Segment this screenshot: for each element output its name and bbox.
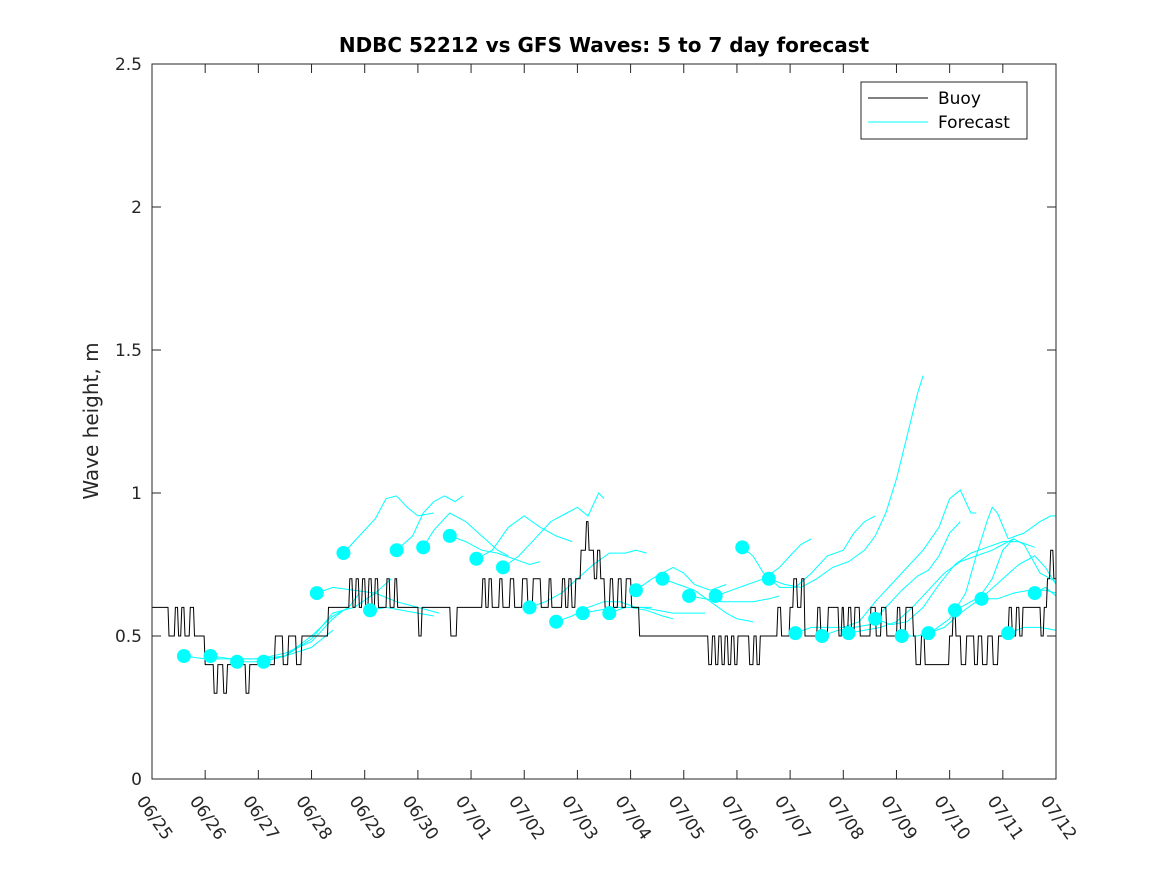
forecast-marker <box>974 591 989 606</box>
forecast-marker <box>628 583 643 598</box>
forecast-line <box>768 375 924 588</box>
y-tick-label: 0 <box>131 770 142 790</box>
forecast-marker <box>336 546 351 561</box>
forecast-marker <box>735 540 750 555</box>
forecast-line <box>875 541 1035 626</box>
legend-buoy-label: Buoy <box>938 89 981 109</box>
legend-box <box>860 81 1028 140</box>
forecast-line <box>954 555 1057 611</box>
plot-background <box>152 64 1056 779</box>
marker-layer <box>176 528 1042 669</box>
legend-forecast-label: Forecast <box>938 113 1010 133</box>
forecast-line <box>689 595 780 603</box>
forecast-marker <box>309 586 324 601</box>
y-axis: 0 0.5 1 1.5 2 2.5 <box>115 55 1056 790</box>
forecast-line <box>662 578 753 623</box>
forecast-marker <box>442 528 457 543</box>
forecast-marker <box>469 551 484 566</box>
forecast-line <box>901 506 1056 637</box>
forecast-line <box>343 495 434 554</box>
forecast-marker <box>788 626 803 641</box>
forecast-marker <box>947 603 962 618</box>
y-tick-label: 1.5 <box>115 341 142 361</box>
plot-area <box>152 64 1056 779</box>
forecast-marker <box>894 629 909 643</box>
forecast-marker <box>815 629 830 643</box>
forecast-line <box>635 566 727 591</box>
forecast-marker <box>389 543 404 558</box>
forecast-marker <box>761 571 776 586</box>
forecast-line <box>795 489 977 634</box>
buoy-line <box>152 521 1056 694</box>
forecast-line <box>848 538 1014 634</box>
forecast-line <box>741 515 876 588</box>
forecast-line <box>502 492 605 568</box>
axes-frame <box>151 63 1057 780</box>
y-tick-label: 2.5 <box>115 55 142 75</box>
legend: Buoy Forecast <box>860 81 1028 140</box>
y-tick-label: 2 <box>131 198 142 218</box>
forecast-marker <box>1001 626 1016 641</box>
y-axis-label: Wave height, m <box>79 342 103 499</box>
forecast-marker <box>575 606 590 621</box>
forecast-line <box>476 515 573 560</box>
forecast-marker <box>655 571 670 586</box>
forecast-marker <box>495 560 510 575</box>
forecast-line <box>369 606 434 617</box>
forecast-marker <box>203 649 218 664</box>
forecast-line <box>422 512 509 557</box>
forecast-marker <box>176 649 191 664</box>
forecast-marker <box>230 654 245 669</box>
forecast-line <box>928 538 1057 634</box>
forecast-marker <box>549 614 564 629</box>
y-tick-label: 1 <box>131 484 142 504</box>
forecast-marker <box>522 600 537 615</box>
forecast-marker <box>1027 586 1042 601</box>
y-tick-label: 0.5 <box>115 627 142 647</box>
forecast-marker <box>708 588 723 603</box>
forecast-marker <box>868 611 883 626</box>
forecast-line <box>396 495 464 551</box>
forecast-marker <box>256 654 271 669</box>
chart-title: NDBC 52212 vs GFS Waves: 5 to 7 day fore… <box>339 33 870 57</box>
forecast-marker <box>602 606 617 621</box>
forecast-marker <box>841 626 856 641</box>
forecast-marker <box>682 588 697 603</box>
forecast-marker <box>416 540 431 555</box>
forecast-line <box>449 535 541 566</box>
forecast-marker <box>363 603 378 618</box>
forecast-marker <box>921 626 936 641</box>
